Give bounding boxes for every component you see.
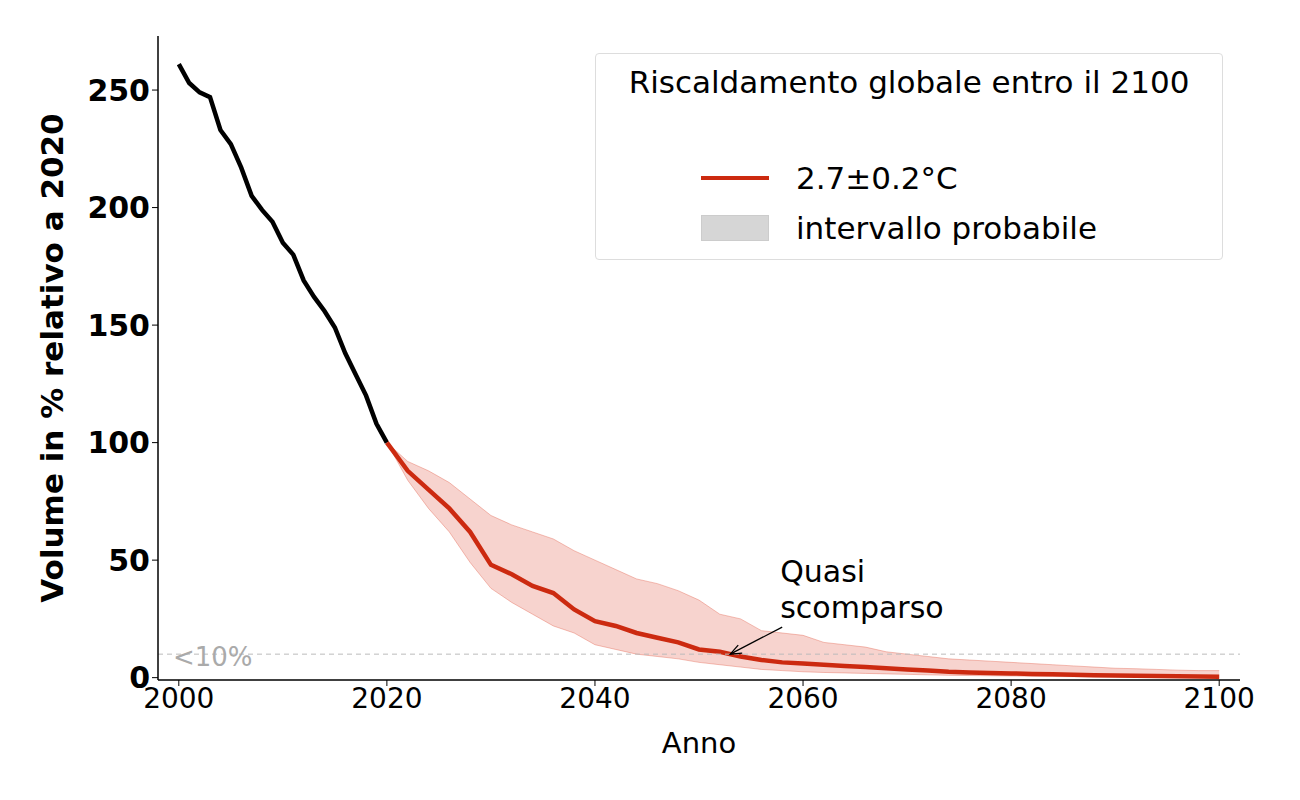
svg-text:150: 150 bbox=[87, 308, 150, 343]
svg-text:2100: 2100 bbox=[1184, 682, 1255, 715]
html-text:2.7±0.2°C: 2.7±0.2°C bbox=[796, 160, 958, 196]
svg-text:200: 200 bbox=[87, 190, 150, 225]
svg-text:250: 250 bbox=[87, 73, 150, 108]
svg-text:2080: 2080 bbox=[975, 682, 1046, 715]
svg-text:100: 100 bbox=[87, 425, 150, 460]
svg-text:0: 0 bbox=[129, 660, 150, 695]
svg-text:2020: 2020 bbox=[351, 682, 422, 715]
html-text:Volume in % relativo a 2020: Volume in % relativo a 2020 bbox=[34, 113, 70, 603]
html-text:Anno: Anno bbox=[661, 726, 737, 760]
svg-text:2060: 2060 bbox=[767, 682, 838, 715]
svg-text:scomparso: scomparso bbox=[780, 590, 943, 625]
svg-text:2000: 2000 bbox=[143, 682, 214, 715]
html-text:intervallo probabile: intervallo probabile bbox=[796, 210, 1097, 246]
svg-text:Quasi: Quasi bbox=[780, 554, 865, 589]
html-text:Riscaldamento globale entro il: Riscaldamento globale entro il 2100 bbox=[628, 64, 1190, 100]
svg-text:50: 50 bbox=[108, 543, 150, 578]
svg-text:<10%: <10% bbox=[173, 642, 253, 672]
svg-text:2040: 2040 bbox=[559, 682, 630, 715]
